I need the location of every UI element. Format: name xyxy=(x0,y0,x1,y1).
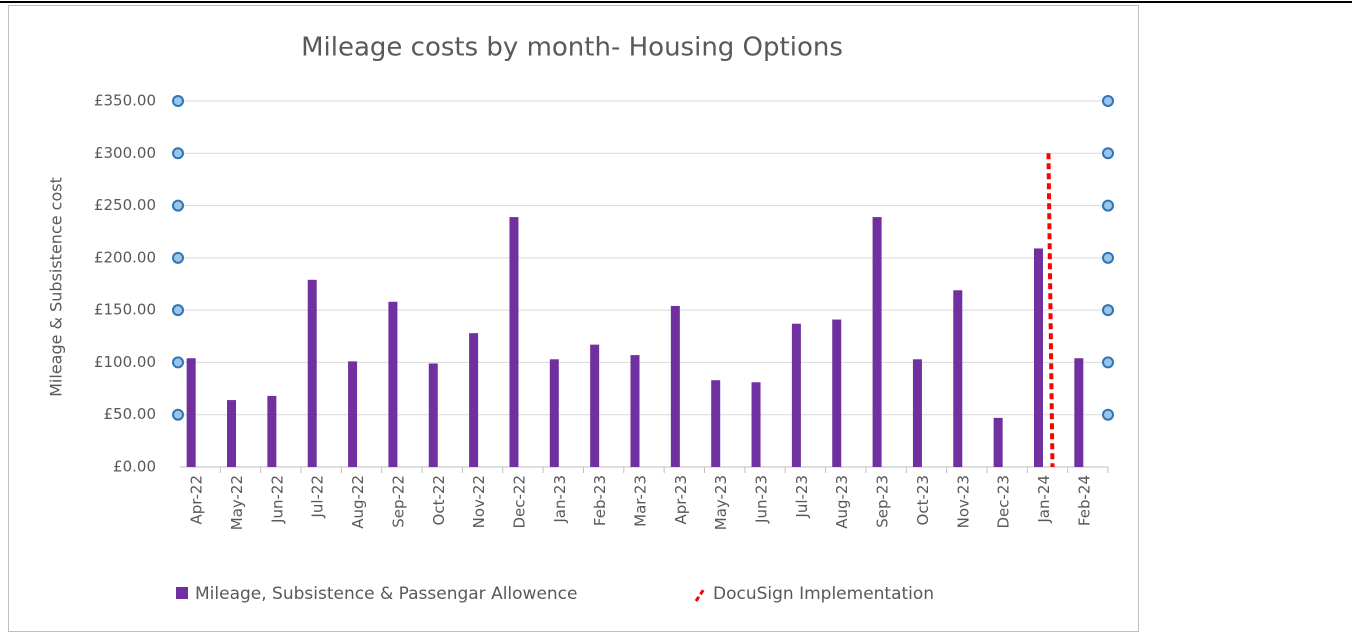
bar xyxy=(267,395,277,467)
bar xyxy=(630,355,640,467)
bar xyxy=(307,279,317,467)
x-tick-label: Sep-22 xyxy=(389,475,407,528)
y-tick-label: £150.00 xyxy=(94,301,156,319)
x-tick-label: Feb-24 xyxy=(1075,475,1093,526)
axis-marker xyxy=(1102,95,1114,107)
axis-marker xyxy=(172,95,184,107)
bar xyxy=(872,217,882,467)
x-tick-label: Sep-23 xyxy=(874,475,892,528)
axis-marker xyxy=(172,408,184,421)
axis-marker xyxy=(172,356,184,369)
axis-marker xyxy=(172,304,184,317)
bar xyxy=(348,361,358,467)
bar xyxy=(469,333,479,467)
x-tick-label: Aug-23 xyxy=(833,475,851,529)
y-tick-label: £50.00 xyxy=(104,405,157,423)
y-tick-label: £250.00 xyxy=(94,196,156,214)
axis-marker xyxy=(1102,304,1114,317)
bar xyxy=(751,382,761,467)
x-tick-label: Jul-22 xyxy=(309,475,327,519)
x-tick-label: Apr-23 xyxy=(672,475,690,525)
x-tick-label: Dec-22 xyxy=(510,475,528,529)
axis-marker xyxy=(1102,199,1114,212)
x-tick-label: May-22 xyxy=(228,475,246,530)
bar xyxy=(993,417,1003,467)
y-tick-label: £350.00 xyxy=(94,92,156,110)
x-tick-label: Oct-22 xyxy=(430,475,448,525)
legend-label: Mileage, Subsistence & Passengar Allowen… xyxy=(195,584,577,604)
bar xyxy=(509,217,519,467)
legend-swatch xyxy=(694,588,706,602)
marker-line xyxy=(1046,153,1055,468)
y-axis-label: Mileage & Subsistence cost xyxy=(47,177,66,397)
legend-label: DocuSign Implementation xyxy=(713,584,934,604)
bar xyxy=(590,344,600,467)
x-tick-label: Apr-22 xyxy=(188,475,206,525)
axis-marker xyxy=(172,147,184,160)
x-tick-label: Jan-23 xyxy=(551,475,569,524)
axis-marker xyxy=(1102,147,1114,160)
bar xyxy=(953,290,963,467)
bar xyxy=(670,305,680,467)
bar xyxy=(428,363,438,467)
bar xyxy=(227,400,237,467)
axis-marker xyxy=(172,199,184,212)
axis-marker xyxy=(172,251,184,264)
bar xyxy=(388,301,398,467)
y-tick-label: £0.00 xyxy=(113,458,156,476)
x-tick-label: Jun-23 xyxy=(753,475,771,524)
x-tick-label: Jun-22 xyxy=(268,475,286,524)
bar xyxy=(186,358,196,467)
x-tick-label: Oct-23 xyxy=(914,475,932,525)
bar xyxy=(1033,248,1043,467)
bar xyxy=(549,359,559,467)
x-tick-label: Aug-22 xyxy=(349,475,367,529)
legend-swatch xyxy=(176,587,188,599)
x-tick-label: Nov-23 xyxy=(954,475,972,528)
x-tick-label: Nov-22 xyxy=(470,475,488,528)
bar xyxy=(711,380,721,467)
x-tick-label: Feb-23 xyxy=(591,475,609,526)
y-tick-label: £100.00 xyxy=(94,353,156,371)
x-tick-label: Jan-24 xyxy=(1035,475,1053,524)
y-tick-label: £200.00 xyxy=(94,248,156,266)
axis-marker xyxy=(1102,408,1114,421)
chart-title: Mileage costs by month- Housing Options xyxy=(301,33,843,63)
bar xyxy=(912,359,922,467)
axis-marker xyxy=(1102,356,1114,369)
bar xyxy=(791,323,801,467)
x-tick-label: Dec-23 xyxy=(995,475,1013,529)
x-tick-label: Jul-23 xyxy=(793,475,811,519)
bar xyxy=(832,319,842,467)
axis-marker xyxy=(1102,251,1114,264)
chart-border xyxy=(8,5,1139,632)
x-tick-label: May-23 xyxy=(712,475,730,530)
y-tick-label: £300.00 xyxy=(94,144,156,162)
bar xyxy=(1074,358,1084,467)
x-tick-label: Mar-23 xyxy=(632,475,650,527)
